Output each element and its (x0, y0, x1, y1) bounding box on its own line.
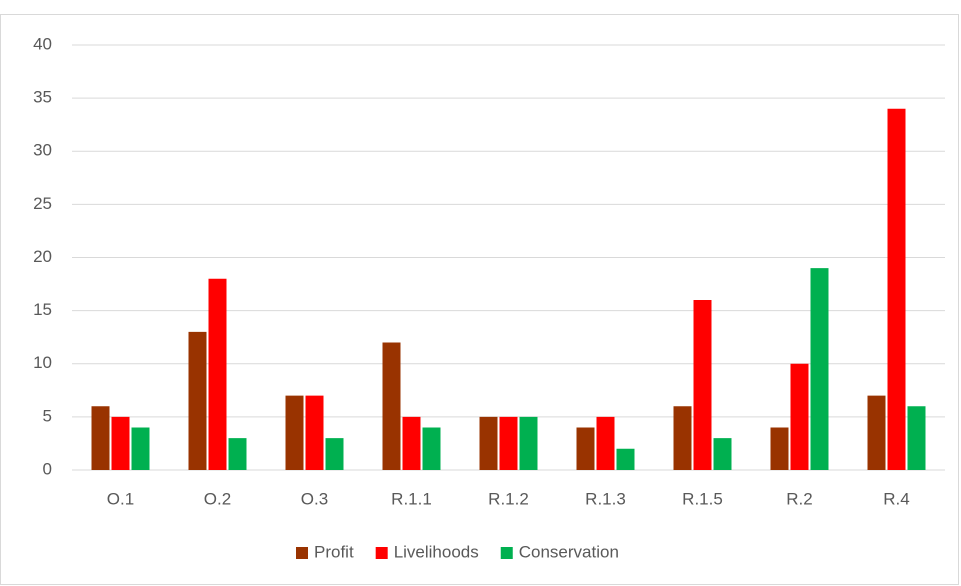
bar (810, 268, 829, 470)
bar (208, 278, 227, 470)
y-tick-label: 30 (33, 141, 52, 160)
y-tick-label: 5 (43, 406, 52, 425)
bar (499, 416, 518, 470)
bar (188, 331, 207, 470)
y-tick-label: 25 (33, 194, 52, 213)
bar (422, 427, 441, 470)
x-tick-label: R.1.2 (488, 489, 529, 508)
y-tick-label: 20 (33, 247, 52, 266)
legend-swatch (500, 547, 513, 559)
x-tick-label: R.1.1 (391, 489, 432, 508)
legend-label: Livelihoods (394, 542, 479, 561)
bar (673, 406, 692, 470)
y-tick-label: 15 (33, 300, 52, 319)
bar (693, 300, 712, 470)
y-tick-label: 10 (33, 353, 52, 372)
bar (790, 363, 809, 470)
y-tick-label: 35 (33, 88, 52, 107)
bar (867, 395, 886, 470)
bar (616, 448, 635, 470)
y-tick-label: 0 (43, 459, 52, 478)
x-tick-label: R.1.5 (682, 489, 723, 508)
x-tick-label: R.2 (786, 489, 812, 508)
bar (596, 416, 615, 470)
bar (479, 416, 498, 470)
chart-border (0, 14, 959, 585)
bar (305, 395, 324, 470)
x-tick-label: O.1 (107, 489, 134, 508)
bar (285, 395, 304, 470)
legend-label: Conservation (519, 542, 619, 561)
bar (887, 108, 906, 470)
bar (907, 406, 926, 470)
x-tick-label: R.1.3 (585, 489, 626, 508)
bar (111, 416, 130, 470)
bar (382, 342, 401, 470)
legend-label: Profit (314, 542, 354, 561)
legend-swatch (375, 547, 388, 559)
bar (91, 406, 110, 470)
legend-swatch (296, 547, 308, 559)
x-tick-label: O.2 (204, 489, 231, 508)
x-tick-label: R.4 (883, 489, 909, 508)
bar (519, 416, 538, 470)
bar (228, 438, 247, 470)
y-tick-label: 40 (33, 34, 52, 53)
bar (576, 427, 595, 470)
x-tick-label: O.3 (301, 489, 328, 508)
bar (402, 416, 421, 470)
bar (770, 427, 789, 470)
bar (713, 438, 732, 470)
bar (131, 427, 150, 470)
bar (325, 438, 344, 470)
